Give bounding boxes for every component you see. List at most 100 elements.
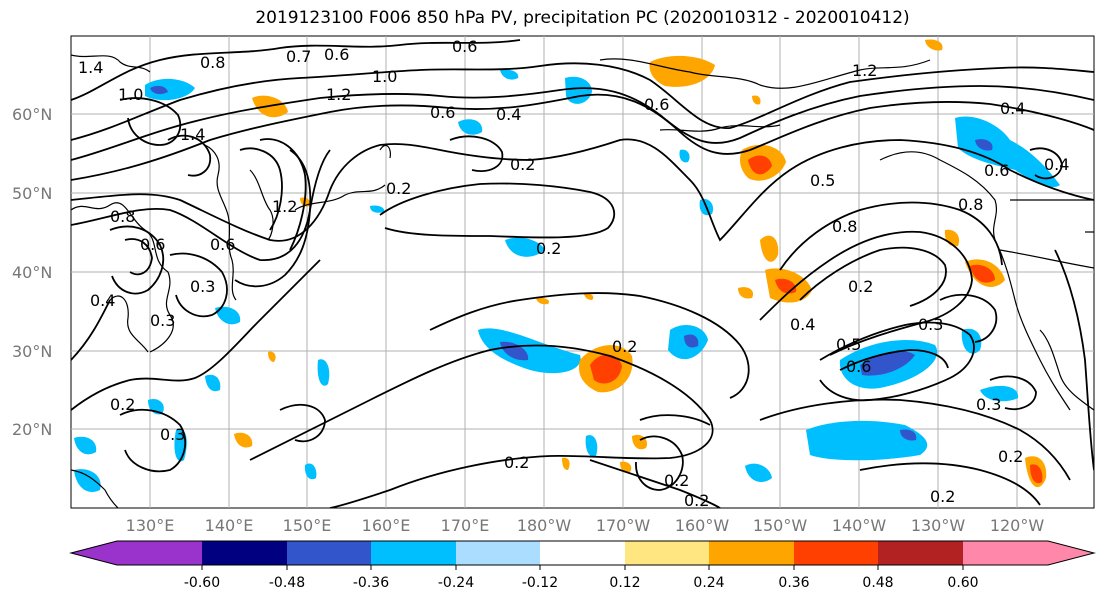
contour-label: 0.2 — [536, 239, 561, 258]
contour-label: 0.4 — [1000, 99, 1025, 118]
lat-label: 50°N — [12, 184, 52, 203]
latitude-labels: 60°N 50°N 40°N 30°N 20°N — [12, 105, 52, 439]
lon-label: 130°E — [126, 516, 175, 535]
pv-contours — [71, 39, 1094, 508]
contour-label: 0.2 — [612, 337, 637, 356]
precip-patch — [317, 359, 330, 386]
precip-patch — [961, 328, 982, 354]
precip-patch — [536, 297, 550, 305]
contour-label: 1.0 — [118, 85, 143, 104]
colorbar-segment — [540, 541, 625, 565]
contour-label: 0.6 — [644, 95, 669, 114]
contour-label: 0.6 — [452, 37, 477, 56]
lon-label: 140°W — [832, 516, 887, 535]
contour-label: 1.2 — [272, 197, 297, 216]
contour-label: 1.0 — [372, 67, 397, 86]
contour-label: 0.6 — [210, 235, 235, 254]
precip-positive — [234, 39, 1047, 488]
colorbar: -0.60 -0.48 -0.36 -0.24 -0.12 0.12 0.24 … — [69, 540, 1096, 591]
lon-label: 160°E — [362, 516, 411, 535]
lon-label: 170°W — [596, 516, 651, 535]
contour-label: 1.2 — [852, 61, 877, 80]
contour-label: 0.6 — [984, 161, 1009, 180]
precip-patch — [620, 461, 632, 473]
contour-label: 0.8 — [958, 195, 983, 214]
precip-patch — [955, 116, 1060, 188]
precip-patch — [562, 457, 570, 470]
lat-label: 40°N — [12, 263, 52, 282]
precip-patch — [268, 351, 276, 362]
colorbar-outline — [69, 540, 1096, 566]
precip-patch — [215, 306, 241, 325]
colorbar-tick-labels: -0.60 -0.48 -0.36 -0.24 -0.12 0.12 0.24 … — [184, 575, 979, 591]
colorbar-segment — [456, 541, 540, 565]
precip-patch — [806, 420, 928, 461]
precip-patch — [925, 39, 943, 51]
contour-label: 1.4 — [78, 58, 103, 77]
contour-label: 0.2 — [504, 453, 529, 472]
contour-label: 0.3 — [160, 425, 185, 444]
precip-patch — [980, 385, 1019, 402]
contour-label: 0.6 — [324, 45, 349, 64]
precip-patch — [145, 78, 195, 101]
contour-label: 0.4 — [496, 105, 521, 124]
colorbar-segment — [371, 541, 456, 565]
contour-label: 0.4 — [1044, 155, 1069, 174]
colorbar-segment — [794, 541, 878, 565]
precip-patch — [679, 149, 690, 163]
contour-label: 1.4 — [180, 125, 205, 144]
precip-patch — [684, 334, 699, 348]
contour-label: 0.2 — [510, 155, 535, 174]
map-content: 1.4 1.0 0.8 0.7 0.6 0.6 1.0 1.2 0.6 0.4 … — [71, 36, 1094, 508]
contour-label: 0.8 — [832, 217, 857, 236]
contour-label: 0.2 — [664, 471, 689, 490]
precip-patch — [584, 293, 594, 300]
contour-label: 0.2 — [386, 179, 411, 198]
precip-patch — [234, 432, 253, 448]
lon-label: 150°W — [753, 516, 808, 535]
contour-label: 0.5 — [836, 335, 861, 354]
contour-label: 0.6 — [846, 357, 871, 376]
contour-label: 0.5 — [810, 171, 835, 190]
lon-label: 160°W — [675, 516, 730, 535]
precip-patch — [649, 55, 715, 87]
contour-label: 0.2 — [930, 487, 955, 506]
colorbar-tick-label: 0.36 — [778, 575, 809, 591]
precip-patch — [150, 85, 168, 95]
lon-label: 120°W — [990, 516, 1045, 535]
contour-label: 0.2 — [848, 277, 873, 296]
lon-label: 180°W — [517, 516, 572, 535]
contour-label: 0.7 — [286, 47, 311, 66]
lon-label: 150°E — [283, 516, 332, 535]
contour-label: 1.2 — [326, 85, 351, 104]
contour-label: 0.3 — [190, 277, 215, 296]
contour-label: 0.4 — [90, 291, 115, 310]
plot-title: 2019123100 F006 850 hPa PV, precipitatio… — [255, 8, 910, 28]
precip-patch — [205, 374, 221, 392]
lat-label: 30°N — [12, 342, 52, 361]
precip-patch — [505, 237, 545, 257]
precip-patch — [900, 429, 917, 441]
precip-patch — [74, 436, 97, 455]
precip-patch — [500, 69, 519, 80]
colorbar-segment — [878, 541, 963, 565]
colorbar-ticks — [201, 565, 964, 570]
coastlines — [71, 54, 1094, 508]
lon-label: 140°E — [205, 516, 254, 535]
contour-label: 0.3 — [150, 311, 175, 330]
precip-patch — [738, 287, 754, 299]
colorbar-segment — [963, 541, 1094, 565]
precip-patch — [74, 469, 101, 492]
colorbar-tick-label: -0.24 — [438, 575, 474, 591]
precip-patch — [370, 205, 385, 213]
precip-patch — [748, 155, 772, 175]
precip-patch — [590, 354, 622, 384]
contour-label: 0.6 — [430, 103, 455, 122]
contour-label: 0.8 — [200, 53, 225, 72]
colorbar-tick-label: 0.24 — [693, 575, 724, 591]
colorbar-tick-label: 0.48 — [862, 575, 893, 591]
precip-patch — [304, 463, 317, 480]
colorbar-segment — [202, 541, 287, 565]
colorbar-segment — [71, 541, 202, 565]
